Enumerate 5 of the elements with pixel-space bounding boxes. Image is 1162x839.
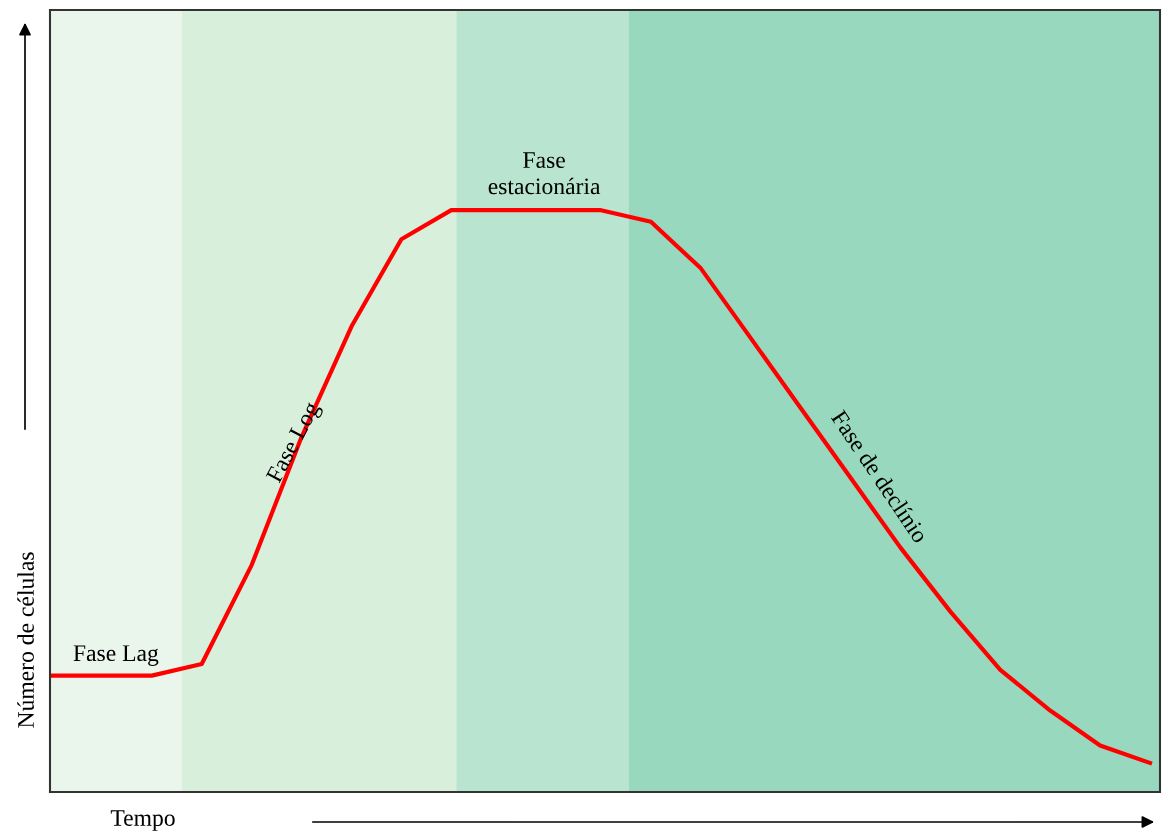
annotation: Fase Lag [73, 645, 159, 666]
y-axis-title: Número de células [17, 552, 34, 728]
x-axis-title: Tempo [110, 810, 175, 831]
text: Fase estacionária [488, 152, 601, 195]
annotation: Fase Log [265, 400, 325, 486]
